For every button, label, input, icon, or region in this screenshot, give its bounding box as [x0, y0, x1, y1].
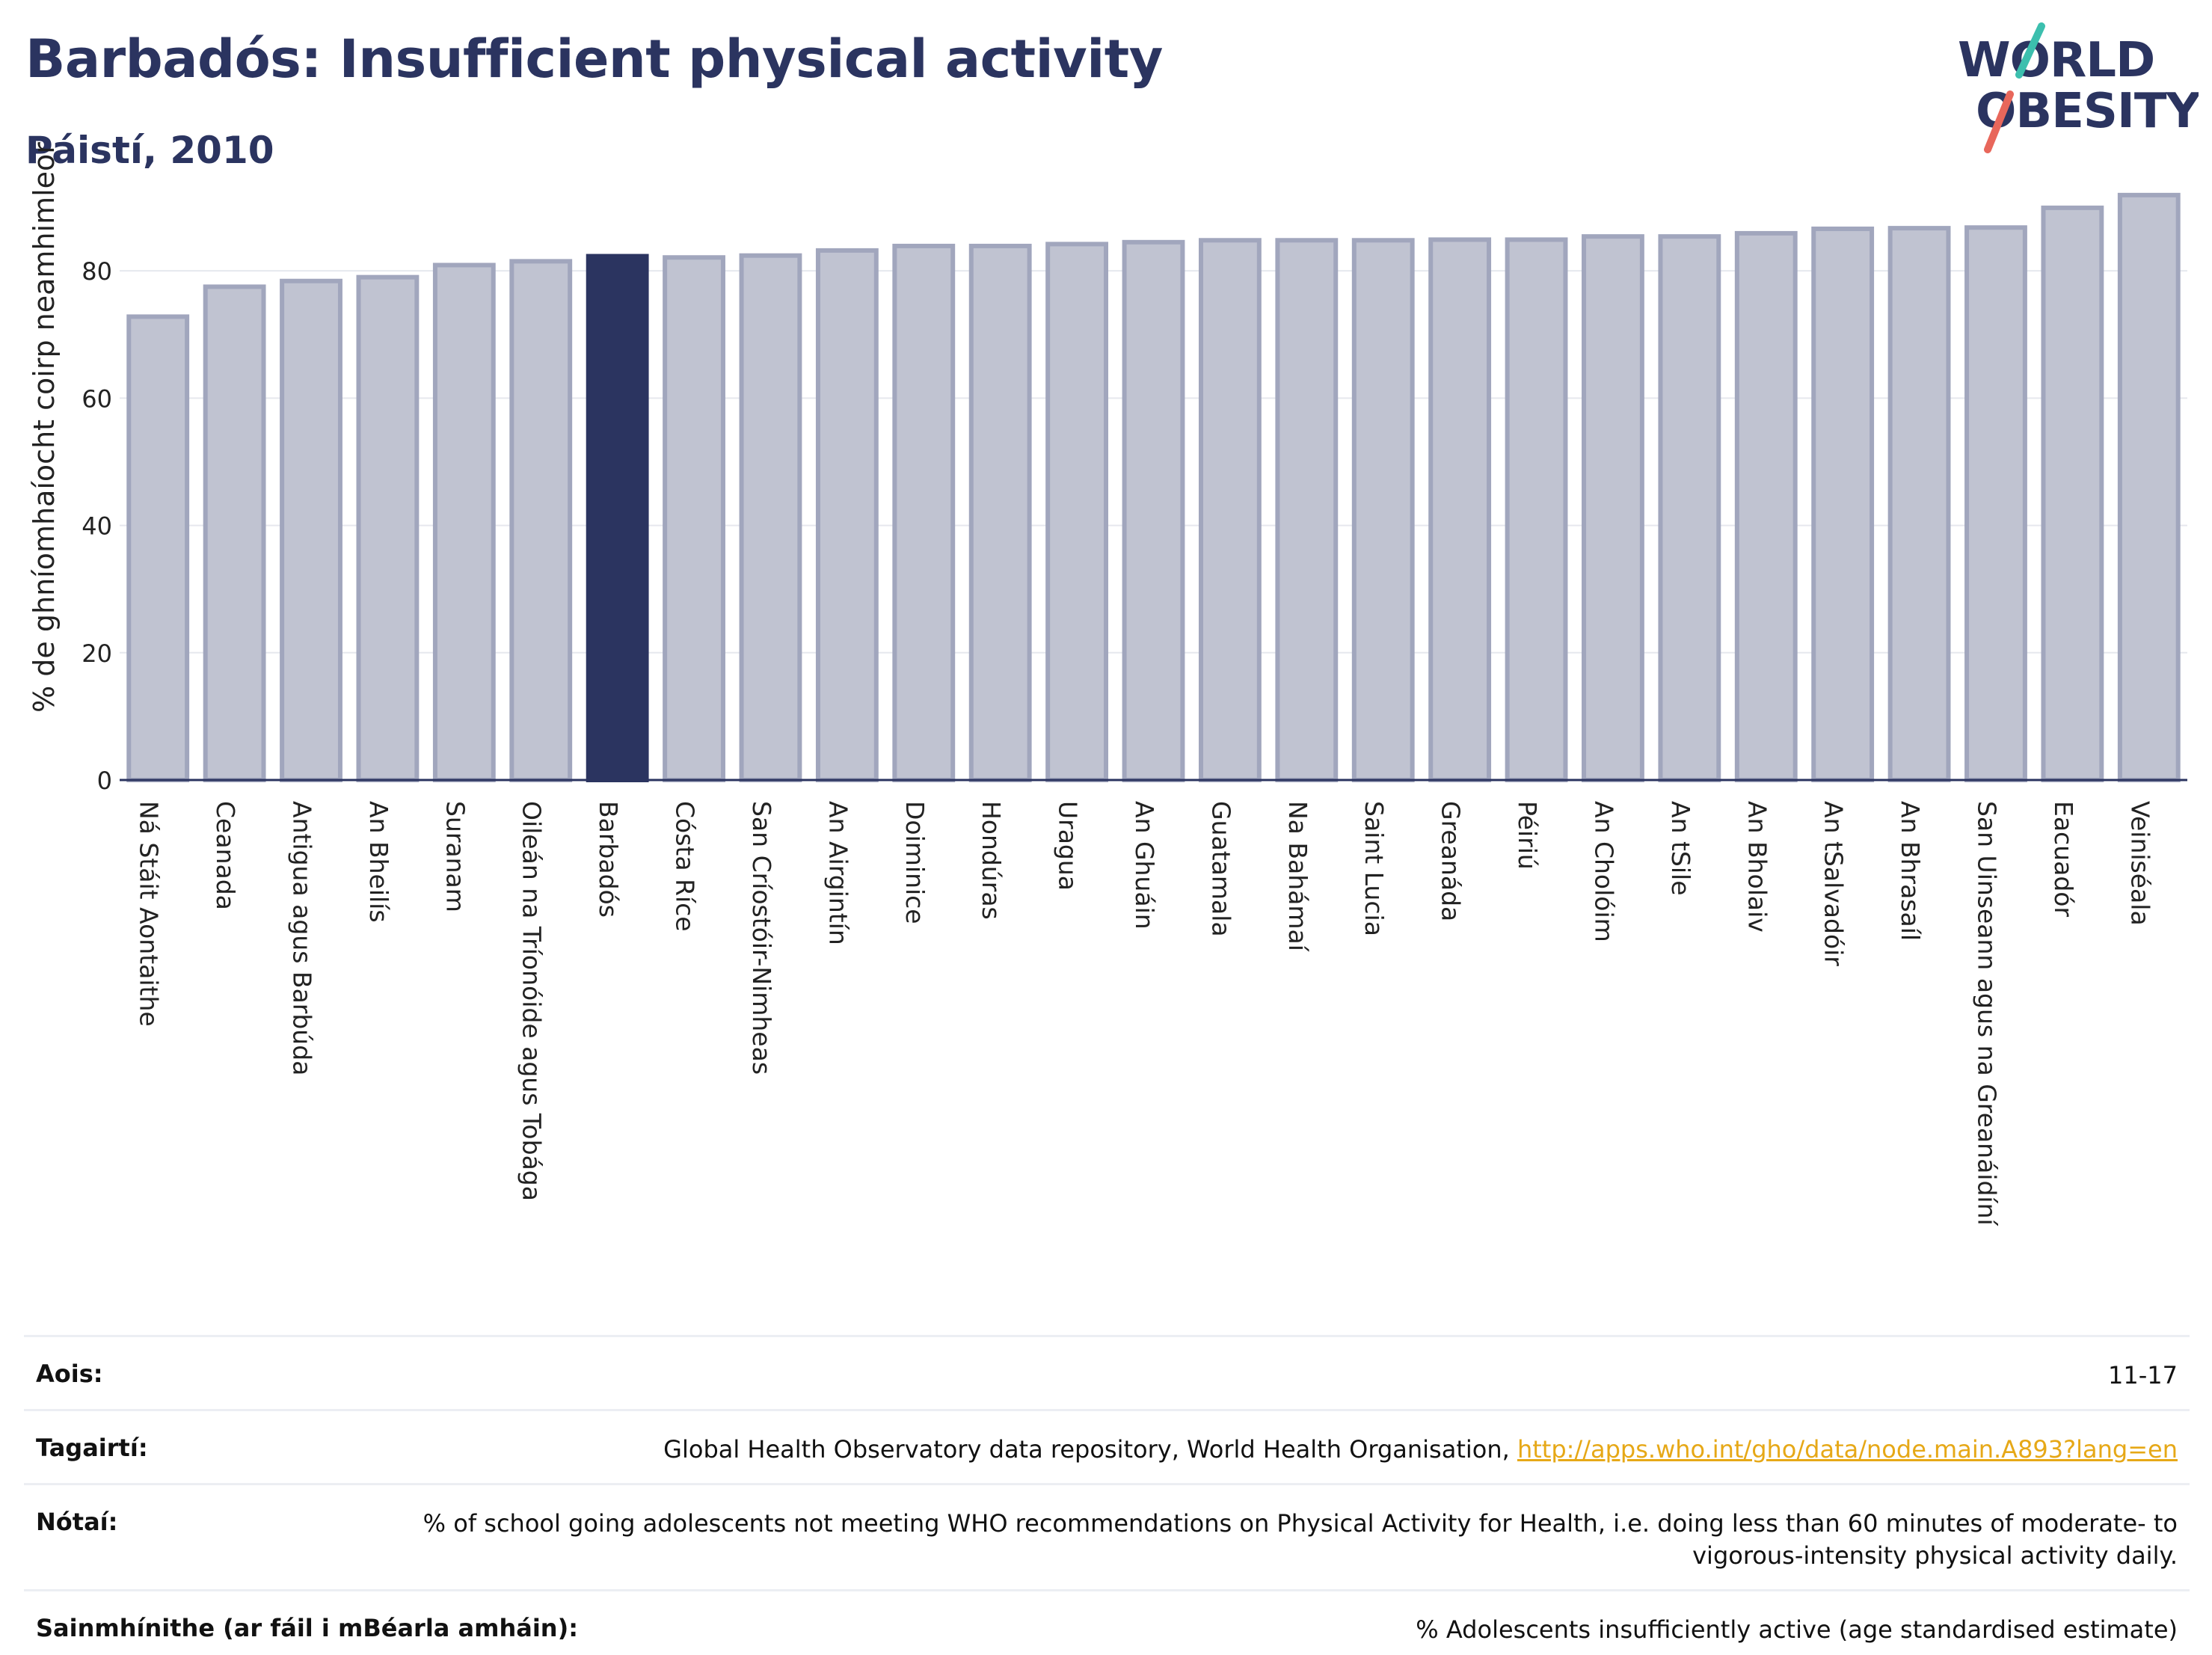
x-tick-label: Ná Stáit Aontaithe: [135, 801, 164, 1027]
bar[interactable]: [815, 248, 879, 783]
bar[interactable]: [1045, 242, 1109, 783]
info-value-references: Global Health Observatory data repositor…: [663, 1434, 2178, 1465]
x-tick-label: An tSile: [1666, 801, 1695, 896]
x-tick-label: San Uinseann agus na Greanáidíní: [1972, 801, 2001, 1227]
bar[interactable]: [280, 278, 342, 783]
x-tick-label: Na Bahámaí: [1283, 801, 1312, 953]
bar[interactable]: [1505, 237, 1568, 782]
page-title: Barbadós: Insufficient physical activity: [25, 28, 1163, 90]
bar[interactable]: [356, 274, 420, 782]
x-tick-label: Uragua: [1054, 801, 1083, 891]
x-tick-label: Greanáda: [1437, 801, 1466, 921]
x-tick-label: An Ghuáin: [1130, 801, 1159, 930]
x-tick-label: Péiriú: [1513, 801, 1542, 870]
x-tick-label: An tSalvadóir: [1819, 801, 1849, 966]
bar[interactable]: [1887, 226, 1951, 782]
logo-slash-bottom: [1984, 90, 2014, 153]
x-tick-label: Eacuadór: [2049, 801, 2078, 917]
info-row-notes: Nótaí: % of school going adolescents not…: [24, 1483, 2190, 1588]
info-label-definitions: Sainmhínithe (ar fáil i mBéarla amháin):: [36, 1613, 578, 1642]
bar[interactable]: [968, 243, 1032, 782]
bar[interactable]: [1964, 225, 2027, 782]
bar[interactable]: [2041, 205, 2104, 783]
x-tick-label: Saint Lucia: [1360, 801, 1389, 936]
bar[interactable]: [1428, 237, 1492, 782]
x-tick-label: Doiminice: [900, 801, 930, 924]
bar-chart: 0 20 40 60 80 % de ghníomhaíocht coirp neamhi…: [28, 142, 2187, 1227]
x-tick-label: Guatamala: [1206, 801, 1235, 937]
info-label-age: Aois:: [36, 1360, 103, 1388]
bar[interactable]: [1658, 234, 1721, 782]
bar[interactable]: [739, 253, 802, 782]
x-tick-label: Suranam: [440, 801, 470, 912]
bar[interactable]: [432, 262, 496, 782]
world-obesity-logo[interactable]: WORLD OBESITY: [1944, 22, 2199, 157]
bar[interactable]: [126, 314, 190, 782]
bar[interactable]: [1198, 238, 1262, 782]
references-link[interactable]: http://apps.who.int/gho/data/node.main.A…: [1517, 1435, 2178, 1464]
page-subtitle: Páistí, 2010: [25, 129, 274, 172]
x-tick-label: San Críostóir-Nimheas: [747, 801, 776, 1075]
info-table: Aois: 11-17 Tagairtí: Global Health Obse…: [24, 1335, 2190, 1655]
bar[interactable]: [1734, 230, 1798, 782]
info-row-references: Tagairtí: Global Health Observatory data…: [24, 1409, 2190, 1483]
bar[interactable]: [509, 259, 573, 782]
x-tick-label: Antigua agus Barbúda: [288, 801, 317, 1075]
x-tick-label: Veiniséala: [2125, 801, 2154, 926]
x-tick-label: Hondúras: [977, 801, 1006, 920]
bar[interactable]: [892, 243, 956, 782]
bar[interactable]: [1582, 234, 1644, 782]
references-text: Global Health Observatory data repositor…: [663, 1435, 1517, 1464]
info-value-age: 11-17: [2108, 1361, 2178, 1390]
bar[interactable]: [1351, 238, 1415, 782]
x-tick-label: An Bheilís: [364, 801, 393, 923]
bar-highlight[interactable]: [586, 254, 649, 782]
x-tick-label: Oileán na Tríonóide agus Tobága: [517, 801, 547, 1201]
y-tick-label: 60: [82, 384, 112, 413]
x-tick-label: Cósta Ríce: [671, 801, 700, 932]
info-row-definitions: Sainmhínithe (ar fáil i mBéarla amháin):…: [24, 1588, 2190, 1655]
x-tick-label: Barbadós: [594, 801, 623, 918]
info-value-definitions: % Adolescents insufficiently active (age…: [1416, 1615, 2178, 1644]
logo-line1: WORLD: [1958, 33, 2154, 88]
y-tick-label: 20: [82, 639, 112, 668]
info-row-age: Aois: 11-17: [24, 1335, 2190, 1409]
logo-slash-top: [2015, 22, 2045, 79]
bar[interactable]: [663, 255, 725, 782]
info-label-notes: Nótaí:: [36, 1508, 118, 1537]
x-tick-label: An Bhrasaíl: [1896, 801, 1925, 941]
info-value-notes: % of school going adolescents not meetin…: [423, 1509, 2178, 1570]
y-axis-label: % de ghníomhaíocht coirp neamhimleor: [28, 142, 61, 713]
y-tick-label: 40: [82, 512, 112, 541]
x-tick-label: Ceanada: [211, 801, 240, 910]
info-label-references: Tagairtí:: [36, 1434, 148, 1463]
x-tick-label: An Cholóim: [1589, 801, 1618, 942]
bar[interactable]: [1811, 226, 1875, 783]
y-tick-label: 80: [82, 257, 112, 286]
x-tick-label: An Airgintín: [823, 801, 852, 945]
y-tick-label: 0: [97, 767, 112, 795]
x-tick-label: An Bholaiv: [1742, 801, 1772, 933]
bar[interactable]: [1122, 239, 1185, 782]
bar[interactable]: [1275, 238, 1339, 782]
bar[interactable]: [2117, 192, 2181, 782]
bar[interactable]: [203, 284, 266, 783]
